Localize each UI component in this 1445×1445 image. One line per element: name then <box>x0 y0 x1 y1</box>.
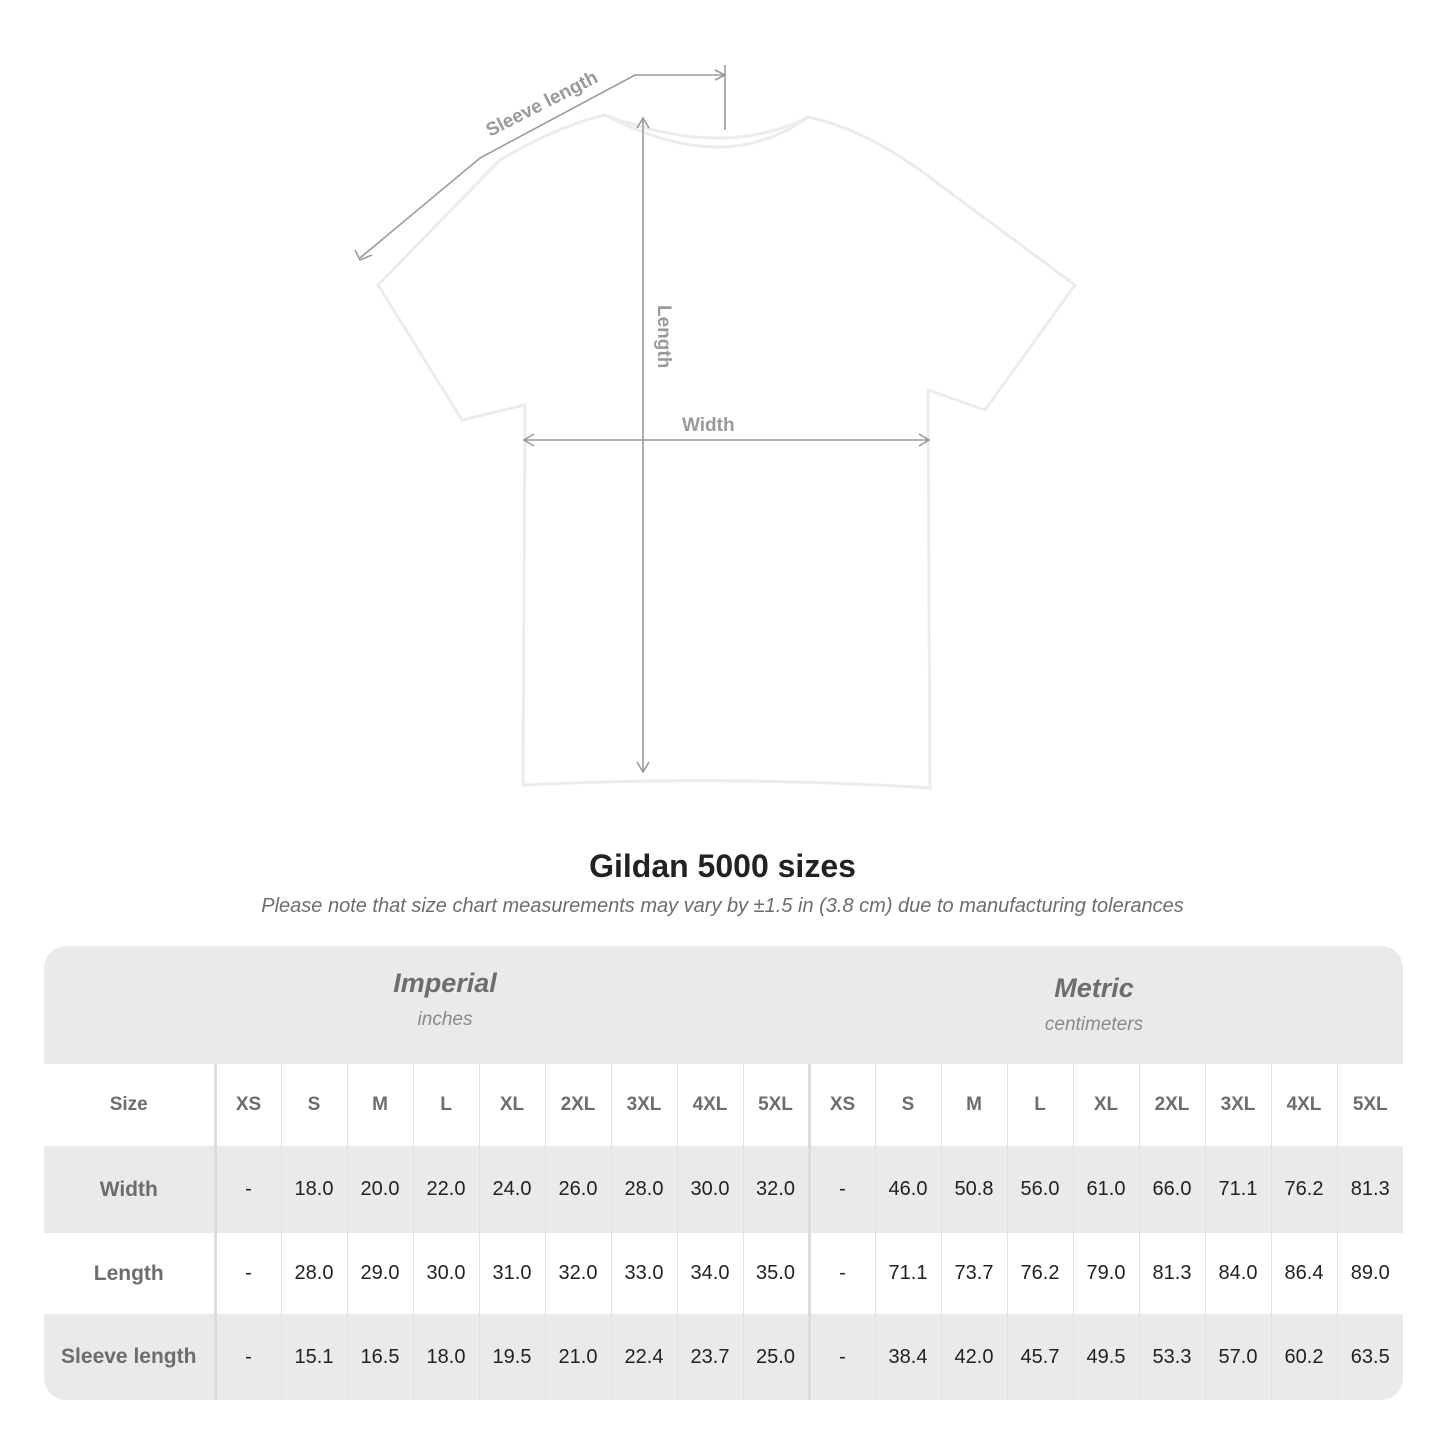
table-row: Length -28.0 29.0 30.0 31.0 32.0 33.0 34.0 35.0-… <box>44 1233 1403 1314</box>
tolerance-note: Please note that size chart measurements… <box>261 895 1184 917</box>
table-row: Width -18.0 20.0 22.0 24.0 26.0 28.0 30.0 32.0-4… <box>44 1146 1403 1233</box>
imperial-cell: 15.1 <box>280 1314 347 1400</box>
tshirt-shape <box>376 113 1078 790</box>
metric-cell: 61.0 <box>1072 1146 1139 1233</box>
row-label: Width <box>44 1146 217 1233</box>
metric-cell: 81.3 <box>1336 1146 1403 1233</box>
metric-cell: 49.5 <box>1072 1314 1139 1400</box>
size-header: XS <box>214 1064 281 1146</box>
imperial-cell: 32.0 <box>544 1233 611 1314</box>
size-header: XL <box>1072 1064 1139 1146</box>
metric-cell: - <box>808 1314 875 1400</box>
size-header: 2XL <box>1138 1064 1205 1146</box>
size-header: 2XL <box>544 1064 611 1146</box>
imperial-cell: 34.0 <box>676 1233 743 1314</box>
length-label: Length <box>653 305 674 368</box>
metric-cell: 89.0 <box>1336 1233 1403 1314</box>
imperial-cell: 26.0 <box>544 1146 611 1233</box>
group-name: Imperial <box>393 968 497 998</box>
imperial-cell: - <box>214 1314 281 1400</box>
metric-cell: 84.0 <box>1204 1233 1271 1314</box>
imperial-cell: 28.0 <box>610 1146 677 1233</box>
metric-cell: 42.0 <box>940 1314 1007 1400</box>
table-row: Sleeve length -15.1 16.5 18.0 19.5 21.0 22.4 23… <box>44 1314 1403 1400</box>
metric-cell: 81.3 <box>1138 1233 1205 1314</box>
size-label: Size <box>44 1064 217 1146</box>
size-header: XS <box>808 1064 875 1146</box>
metric-cell: 73.7 <box>940 1233 1007 1314</box>
metric-cell: 57.0 <box>1204 1314 1271 1400</box>
metric-cell: 53.3 <box>1138 1314 1205 1400</box>
size-header: M <box>346 1064 413 1146</box>
imperial-cell: 16.5 <box>346 1314 413 1400</box>
group-imperial: Imperial inches <box>215 968 675 1031</box>
metric-cell: - <box>808 1233 875 1314</box>
metric-cell: 46.0 <box>874 1146 941 1233</box>
imperial-cell: 32.0 <box>742 1146 811 1233</box>
metric-cell: 76.2 <box>1006 1233 1073 1314</box>
imperial-cell: 18.0 <box>412 1314 479 1400</box>
size-header: 3XL <box>1204 1064 1271 1146</box>
size-chart: Imperial inches Metric centimeters Size X… <box>44 946 1403 1400</box>
metric-cell: 45.7 <box>1006 1314 1073 1400</box>
group-name: Metric <box>1054 973 1134 1003</box>
metric-cell: 38.4 <box>874 1314 941 1400</box>
imperial-cell: 33.0 <box>610 1233 677 1314</box>
tshirt-diagram: Sleeve length Length Width <box>354 65 1078 790</box>
size-header: 5XL <box>1336 1064 1403 1146</box>
size-header: 4XL <box>676 1064 743 1146</box>
metric-cell: 50.8 <box>940 1146 1007 1233</box>
size-header: S <box>280 1064 347 1146</box>
size-header: M <box>940 1064 1007 1146</box>
metric-cell: 66.0 <box>1138 1146 1205 1233</box>
size-header-row: Size XS S M L XL 2XL 3XL 4XL 5XL XS S M L XL 2XL 3XL 4XL 5… <box>44 1064 1403 1146</box>
row-label: Sleeve length <box>44 1314 217 1400</box>
metric-cell: 86.4 <box>1270 1233 1337 1314</box>
imperial-cell: 31.0 <box>478 1233 545 1314</box>
imperial-cell: 28.0 <box>280 1233 347 1314</box>
imperial-cell: 30.0 <box>412 1233 479 1314</box>
imperial-cell: 22.4 <box>610 1314 677 1400</box>
imperial-cell: 25.0 <box>742 1314 811 1400</box>
metric-cell: 63.5 <box>1336 1314 1403 1400</box>
size-header: L <box>412 1064 479 1146</box>
unit-group-header: Imperial inches Metric centimeters <box>44 946 1403 1064</box>
size-header: 5XL <box>742 1064 811 1146</box>
size-header: 4XL <box>1270 1064 1337 1146</box>
group-unit: centimeters <box>1044 1014 1144 1035</box>
imperial-cell: 18.0 <box>280 1146 347 1233</box>
group-unit: inches <box>417 1009 473 1030</box>
metric-cell: 71.1 <box>1204 1146 1271 1233</box>
imperial-cell: 20.0 <box>346 1146 413 1233</box>
size-header: S <box>874 1064 941 1146</box>
imperial-cell: 21.0 <box>544 1314 611 1400</box>
measure-lines <box>354 65 931 774</box>
imperial-cell: - <box>214 1233 281 1314</box>
metric-cell: - <box>808 1146 875 1233</box>
group-metric: Metric centimeters <box>864 973 1324 1036</box>
imperial-cell: 24.0 <box>478 1146 545 1233</box>
size-header: XL <box>478 1064 545 1146</box>
metric-cell: 76.2 <box>1270 1146 1337 1233</box>
width-label: Width <box>682 415 735 436</box>
size-header: 3XL <box>610 1064 677 1146</box>
size-table: Size XS S M L XL 2XL 3XL 4XL 5XL XS S M L XL 2XL 3XL 4XL 5… <box>44 1064 1403 1400</box>
imperial-cell: 30.0 <box>676 1146 743 1233</box>
imperial-cell: - <box>214 1146 281 1233</box>
imperial-cell: 23.7 <box>676 1314 743 1400</box>
imperial-cell: 29.0 <box>346 1233 413 1314</box>
metric-cell: 60.2 <box>1270 1314 1337 1400</box>
size-header: L <box>1006 1064 1073 1146</box>
row-label: Length <box>44 1233 217 1314</box>
imperial-cell: 19.5 <box>478 1314 545 1400</box>
metric-cell: 56.0 <box>1006 1146 1073 1233</box>
collar <box>604 113 809 149</box>
metric-cell: 71.1 <box>874 1233 941 1314</box>
imperial-cell: 35.0 <box>742 1233 811 1314</box>
metric-cell: 79.0 <box>1072 1233 1139 1314</box>
imperial-cell: 22.0 <box>412 1146 479 1233</box>
chart-title: Gildan 5000 sizes <box>589 848 856 884</box>
